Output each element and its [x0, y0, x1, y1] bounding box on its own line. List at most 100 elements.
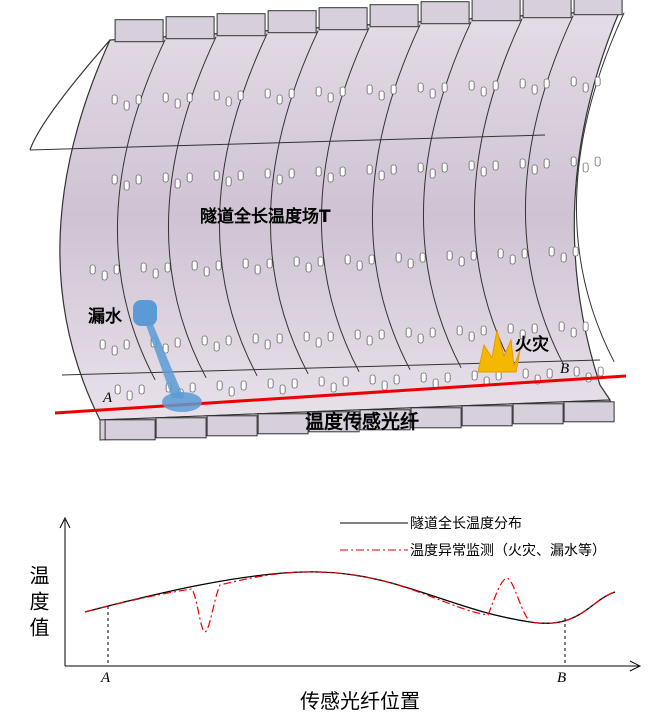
- rib-base: [461, 405, 513, 427]
- slot: [99, 339, 106, 350]
- tunnel-shell: [59, 9, 621, 421]
- x-arrow: [629, 660, 642, 672]
- slot: [318, 376, 325, 387]
- slot: [570, 327, 577, 338]
- slot: [89, 264, 96, 275]
- tunnel-edge: [29, 39, 111, 151]
- slot: [429, 168, 436, 179]
- y-arrow: [59, 516, 71, 529]
- ring-line: [474, 18, 523, 367]
- slot: [468, 331, 475, 342]
- slot: [191, 260, 198, 271]
- slot: [468, 80, 475, 91]
- point-b: B: [560, 361, 569, 377]
- slot: [543, 78, 550, 89]
- slot: [279, 384, 286, 395]
- slot: [570, 76, 577, 87]
- slot: [344, 254, 351, 265]
- x-label: 传感光纤位置: [300, 689, 420, 713]
- slot: [572, 246, 579, 257]
- slot: [135, 94, 142, 105]
- slot: [548, 246, 555, 257]
- slot: [174, 98, 181, 109]
- slot: [317, 256, 324, 267]
- x-marker: B: [557, 670, 566, 686]
- slot: [381, 380, 388, 391]
- slot: [315, 337, 322, 348]
- slot: [111, 174, 118, 185]
- fiber-line: [54, 374, 627, 415]
- slot: [327, 92, 334, 103]
- slot: [213, 170, 220, 181]
- x-marker: A: [100, 670, 111, 686]
- slot: [123, 100, 130, 111]
- ring-line: [168, 36, 217, 379]
- slot: [123, 339, 130, 350]
- temperature-curve: [84, 571, 616, 624]
- slot: [126, 390, 133, 401]
- slot: [378, 170, 385, 181]
- slot: [560, 252, 567, 263]
- slot: [446, 250, 453, 261]
- slot: [366, 84, 373, 95]
- slot: [531, 164, 538, 175]
- ring-line: [372, 24, 421, 371]
- leak-label: 漏水: [88, 306, 123, 327]
- slot: [441, 82, 448, 93]
- slot: [480, 166, 487, 177]
- slot: [215, 260, 222, 271]
- slot: [492, 80, 499, 91]
- slot: [225, 176, 232, 187]
- slot: [225, 96, 232, 107]
- rib-cap: [114, 19, 164, 43]
- slot: [225, 335, 232, 346]
- slot: [417, 162, 424, 173]
- slot: [395, 252, 402, 263]
- y-label: 温度值: [26, 565, 50, 643]
- slot: [594, 156, 601, 167]
- legend-label: 隧道全长温度分布: [410, 515, 522, 532]
- slot: [558, 321, 565, 332]
- slot: [162, 92, 169, 103]
- slot: [152, 268, 159, 279]
- fiber-label: 温度传感光纤: [305, 410, 419, 433]
- slot: [597, 366, 604, 377]
- slot: [114, 384, 121, 395]
- fire-icon: [477, 329, 521, 373]
- slot: [315, 86, 322, 97]
- slot: [378, 329, 385, 340]
- slot: [458, 256, 465, 267]
- slot: [164, 262, 171, 273]
- slot: [417, 82, 424, 93]
- slot: [186, 172, 193, 183]
- rib-cap: [165, 16, 215, 40]
- slot: [444, 372, 451, 383]
- slot: [531, 84, 538, 95]
- slot: [480, 325, 487, 336]
- slot: [288, 88, 295, 99]
- slot: [189, 382, 196, 393]
- slot: [456, 325, 463, 336]
- slot: [135, 174, 142, 185]
- slot: [366, 164, 373, 175]
- leak-source: [133, 300, 157, 326]
- slot: [288, 168, 295, 179]
- slot: [140, 262, 147, 273]
- slot: [237, 90, 244, 101]
- slot: [492, 160, 499, 171]
- slot: [417, 333, 424, 344]
- slot: [240, 380, 247, 391]
- slot: [201, 335, 208, 346]
- slot: [368, 254, 375, 265]
- slot: [276, 94, 283, 105]
- slot: [429, 327, 436, 338]
- rib-base: [257, 413, 309, 435]
- slot: [582, 82, 589, 93]
- tunnel: [29, 0, 625, 441]
- rib-base: [206, 415, 258, 437]
- ring-line: [270, 30, 319, 375]
- slot: [531, 323, 538, 334]
- slot: [519, 329, 526, 340]
- slot: [429, 88, 436, 99]
